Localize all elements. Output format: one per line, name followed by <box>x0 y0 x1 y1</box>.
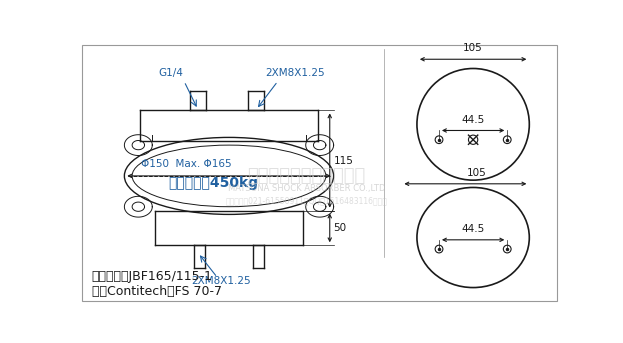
Text: 上海松夏摧震器有限公司: 上海松夏摧震器有限公司 <box>247 167 366 185</box>
Text: 50: 50 <box>334 223 347 233</box>
Text: 联系电话：021-61550911，QQ：1516483116、微信: 联系电话：021-61550911，QQ：1516483116、微信 <box>226 196 388 205</box>
Text: G1/4: G1/4 <box>158 68 183 78</box>
Text: MATSONA SHOCK ABSORBER CO.,LTD: MATSONA SHOCK ABSORBER CO.,LTD <box>228 185 385 193</box>
Text: Φ150  Max. Φ165: Φ150 Max. Φ165 <box>141 159 232 169</box>
Text: 105: 105 <box>467 168 487 178</box>
Text: 44.5: 44.5 <box>462 224 485 234</box>
Text: 44.5: 44.5 <box>462 115 485 125</box>
Text: 对应Contitech：FS 70-7: 对应Contitech：FS 70-7 <box>92 285 222 298</box>
Text: 产品型号：JBF165/115-1: 产品型号：JBF165/115-1 <box>92 270 213 283</box>
Text: 最大承载：450kg: 最大承载：450kg <box>168 176 259 190</box>
Text: 2XM8X1.25: 2XM8X1.25 <box>265 68 325 78</box>
Text: 115: 115 <box>334 155 353 166</box>
Text: 2XM8X1.25: 2XM8X1.25 <box>191 276 251 286</box>
Text: 105: 105 <box>464 43 483 53</box>
